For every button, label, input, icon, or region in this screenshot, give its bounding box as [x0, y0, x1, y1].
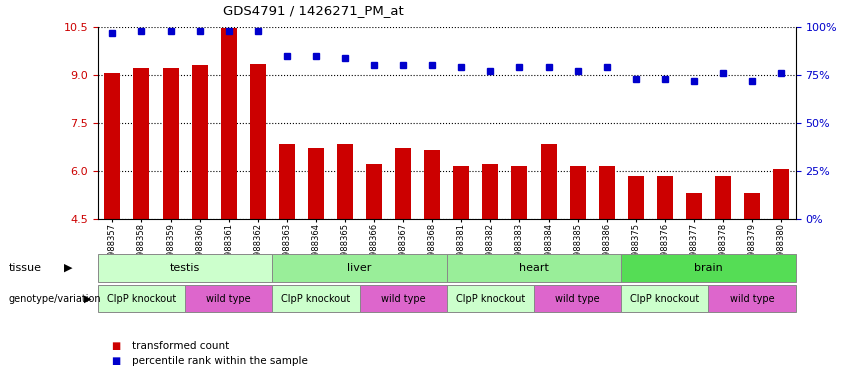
Bar	[511, 166, 528, 219]
Text: wild type: wild type	[556, 293, 600, 304]
Bar	[599, 166, 614, 219]
Text: ClpP knockout: ClpP knockout	[107, 293, 176, 304]
Bar	[447, 254, 621, 282]
Bar	[628, 176, 643, 219]
Bar	[686, 193, 702, 219]
Text: ClpP knockout: ClpP knockout	[631, 293, 700, 304]
Text: wild type: wild type	[730, 293, 774, 304]
Bar	[744, 193, 760, 219]
Bar	[395, 149, 411, 219]
Bar	[657, 176, 673, 219]
Bar	[105, 73, 120, 219]
Bar	[774, 169, 789, 219]
Text: ClpP knockout: ClpP knockout	[456, 293, 525, 304]
Bar	[483, 164, 499, 219]
Bar	[272, 254, 447, 282]
Text: transformed count: transformed count	[132, 341, 229, 351]
Bar	[185, 285, 272, 313]
Bar	[308, 149, 324, 219]
Bar	[98, 254, 272, 282]
Text: ▶: ▶	[64, 263, 72, 273]
Text: GDS4791 / 1426271_PM_at: GDS4791 / 1426271_PM_at	[224, 4, 404, 17]
Bar	[272, 285, 359, 313]
Bar	[279, 144, 294, 219]
Bar	[447, 285, 534, 313]
Bar	[621, 285, 708, 313]
Bar	[163, 68, 179, 219]
Bar	[534, 285, 621, 313]
Bar	[191, 65, 208, 219]
Bar	[540, 144, 557, 219]
Bar	[134, 68, 150, 219]
Bar	[337, 144, 353, 219]
Text: genotype/variation: genotype/variation	[9, 293, 101, 304]
Text: ▶: ▶	[84, 293, 92, 304]
Text: ■: ■	[111, 356, 120, 366]
Text: testis: testis	[170, 263, 200, 273]
Bar	[715, 176, 731, 219]
Bar	[250, 64, 266, 219]
Text: ■: ■	[111, 341, 120, 351]
Text: wild type: wild type	[381, 293, 426, 304]
Bar	[708, 285, 796, 313]
Text: brain: brain	[694, 263, 722, 273]
Bar	[220, 28, 237, 219]
Text: ClpP knockout: ClpP knockout	[282, 293, 351, 304]
Bar	[425, 150, 440, 219]
Bar	[454, 166, 469, 219]
Bar	[621, 254, 796, 282]
Text: liver: liver	[347, 263, 372, 273]
Text: heart: heart	[519, 263, 549, 273]
Text: tissue: tissue	[9, 263, 42, 273]
Bar	[366, 164, 382, 219]
Bar	[359, 285, 447, 313]
Bar	[98, 285, 186, 313]
Text: percentile rank within the sample: percentile rank within the sample	[132, 356, 308, 366]
Text: wild type: wild type	[207, 293, 251, 304]
Bar	[569, 166, 585, 219]
